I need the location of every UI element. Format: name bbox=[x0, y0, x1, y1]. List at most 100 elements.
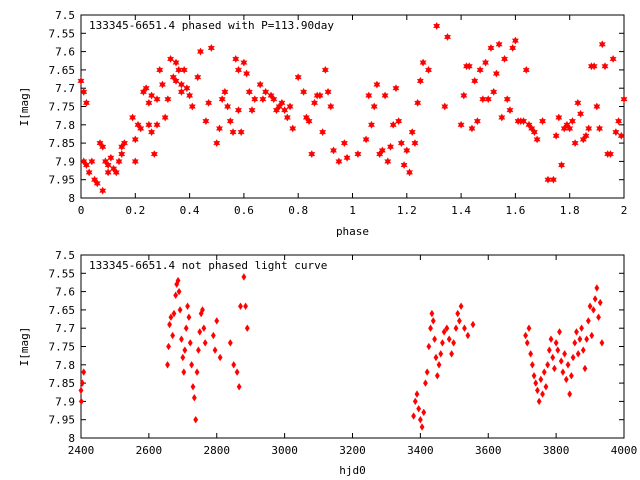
data-point bbox=[395, 117, 403, 126]
data-point bbox=[468, 124, 476, 133]
data-point bbox=[210, 331, 216, 340]
data-point bbox=[433, 21, 441, 31]
data-point bbox=[80, 87, 88, 96]
data-point bbox=[368, 120, 375, 129]
data-point bbox=[107, 153, 115, 162]
data-point bbox=[197, 328, 203, 336]
y-tick-label: 7.65 bbox=[49, 64, 76, 77]
data-point bbox=[591, 306, 596, 314]
data-point bbox=[180, 65, 188, 74]
chart-title: 133345-6651.4 not phased light curve bbox=[89, 259, 327, 272]
x-tick-label: 0.2 bbox=[125, 204, 145, 217]
y-tick-label: 7.9 bbox=[55, 395, 75, 408]
data-point bbox=[523, 331, 529, 340]
data-point bbox=[177, 306, 183, 314]
chart-title: 133345-6651.4 phased with P=113.90day bbox=[89, 19, 334, 32]
data-point bbox=[327, 102, 335, 111]
data-point bbox=[533, 379, 539, 387]
data-point bbox=[96, 139, 104, 148]
data-point bbox=[541, 368, 547, 376]
data-point bbox=[596, 313, 601, 321]
data-point bbox=[544, 175, 552, 184]
data-point bbox=[186, 91, 194, 100]
data-point bbox=[585, 124, 593, 133]
y-tick-label: 7.85 bbox=[49, 377, 76, 390]
data-point bbox=[82, 98, 90, 107]
data-point bbox=[170, 331, 176, 340]
data-point bbox=[200, 306, 205, 314]
y-tick-label: 7.7 bbox=[55, 322, 75, 335]
data-point bbox=[183, 84, 191, 93]
data-point bbox=[169, 73, 177, 82]
data-point bbox=[241, 273, 247, 281]
data-point bbox=[400, 161, 408, 170]
data-point bbox=[172, 76, 180, 85]
data-point bbox=[540, 390, 545, 398]
data-point bbox=[585, 317, 591, 325]
data-point bbox=[462, 324, 467, 332]
y-tick-label: 7.75 bbox=[49, 341, 76, 354]
data-point bbox=[381, 91, 389, 100]
data-point bbox=[194, 368, 200, 376]
data-point bbox=[308, 150, 316, 159]
data-point bbox=[131, 157, 139, 166]
data-point bbox=[99, 186, 107, 195]
data-point bbox=[558, 161, 566, 170]
x-tick-label: 2 bbox=[621, 204, 628, 217]
data-point bbox=[568, 117, 576, 126]
data-point bbox=[145, 98, 153, 107]
data-point bbox=[601, 62, 609, 71]
data-point bbox=[183, 324, 189, 332]
data-point bbox=[193, 415, 199, 424]
data-point bbox=[181, 368, 187, 376]
data-point bbox=[522, 65, 530, 74]
data-point bbox=[302, 113, 310, 122]
data-point bbox=[620, 95, 628, 104]
data-point bbox=[278, 98, 286, 107]
data-point bbox=[153, 120, 161, 129]
data-point bbox=[403, 146, 411, 155]
data-point bbox=[596, 124, 604, 133]
data-point bbox=[281, 106, 289, 115]
y-tick-label: 7.85 bbox=[49, 137, 76, 150]
data-point bbox=[150, 150, 158, 159]
data-point bbox=[446, 335, 452, 343]
data-point bbox=[526, 324, 532, 332]
data-point bbox=[175, 276, 181, 285]
data-point bbox=[229, 128, 237, 137]
data-point bbox=[78, 397, 84, 406]
data-point bbox=[439, 339, 445, 347]
data-point bbox=[305, 117, 313, 126]
data-point bbox=[236, 382, 242, 391]
data-point bbox=[177, 80, 185, 89]
data-point bbox=[432, 335, 438, 343]
data-point bbox=[419, 423, 425, 431]
data-point bbox=[238, 302, 243, 311]
data-point bbox=[417, 415, 423, 424]
data-point bbox=[484, 95, 492, 104]
data-point bbox=[538, 375, 544, 384]
y-tick-label: 8 bbox=[68, 192, 75, 205]
data-point bbox=[436, 361, 442, 369]
y-tick-label: 7.95 bbox=[49, 414, 76, 427]
data-point bbox=[615, 117, 623, 126]
data-point bbox=[529, 361, 535, 369]
data-point bbox=[343, 153, 351, 162]
data-point bbox=[490, 87, 498, 96]
x-tick-label: 3800 bbox=[543, 444, 570, 457]
data-point bbox=[226, 117, 234, 126]
y-tick-label: 7.5 bbox=[55, 249, 75, 262]
data-point bbox=[421, 408, 427, 417]
data-point bbox=[555, 346, 561, 354]
data-point bbox=[384, 157, 392, 166]
y-tick-label: 7.6 bbox=[55, 46, 75, 59]
data-point bbox=[492, 69, 500, 78]
data-point bbox=[148, 128, 156, 137]
data-point bbox=[232, 54, 240, 63]
data-point bbox=[536, 397, 542, 406]
y-tick-label: 7.65 bbox=[49, 304, 76, 317]
data-point bbox=[166, 342, 171, 351]
data-point bbox=[224, 102, 232, 111]
data-point bbox=[577, 335, 583, 343]
